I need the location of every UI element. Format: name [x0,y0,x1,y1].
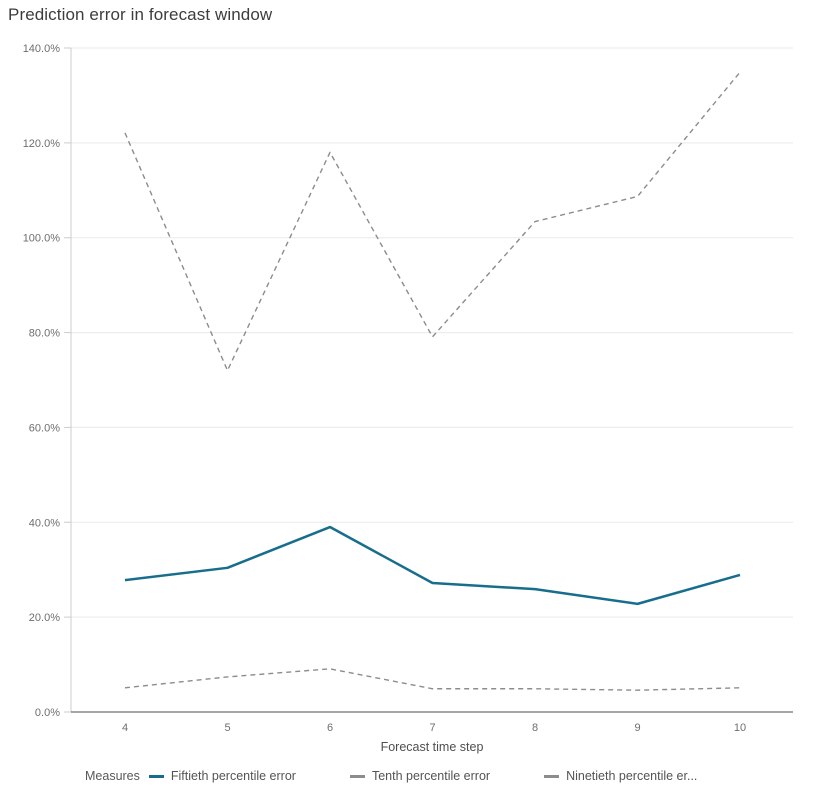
y-tick-label: 120.0% [23,138,61,150]
legend-item-ninetieth-percentile[interactable]: Ninetieth percentile er... [544,769,697,783]
x-tick-label: 8 [532,722,538,734]
line-swatch-icon [349,774,365,778]
y-tick-label: 140.0% [23,43,61,55]
series-line-1[interactable] [124,668,741,691]
legend-item-label: Fiftieth percentile error [170,769,296,783]
legend-items: Fiftieth percentile error Tenth percenti… [148,769,697,783]
line-swatch-icon [148,774,164,778]
legend-item-tenth-percentile[interactable]: Tenth percentile error [349,769,491,783]
y-tick-label: 60.0% [29,422,60,434]
legend-item-label: Ninetieth percentile er... [566,769,698,783]
x-tick-label: 9 [634,722,640,734]
x-axis-title: Forecast time step [380,740,484,754]
legend: Measures Fiftieth percentile error Tenth… [85,769,697,783]
y-tick-label: 20.0% [29,612,60,624]
y-tick-label: 100.0% [23,233,61,245]
y-tick-label: 40.0% [29,517,60,529]
y-tick-label: 80.0% [29,328,60,340]
x-tick-label: 7 [429,722,435,734]
x-tick-label: 4 [122,722,128,734]
series-line-0[interactable] [124,525,741,606]
x-tick-label: 5 [224,722,230,734]
line-swatch-icon [544,774,560,778]
legend-item-fiftieth-percentile[interactable]: Fiftieth percentile error [148,769,296,783]
x-tick-label: 6 [327,722,333,734]
series-line-2[interactable] [124,71,741,372]
legend-item-label: Tenth percentile error [371,769,491,783]
x-tick-label: 10 [734,722,746,734]
chart-title: Prediction error in forecast window [8,5,273,24]
y-tick-label: 0.0% [35,707,60,719]
legend-title: Measures [85,769,140,783]
